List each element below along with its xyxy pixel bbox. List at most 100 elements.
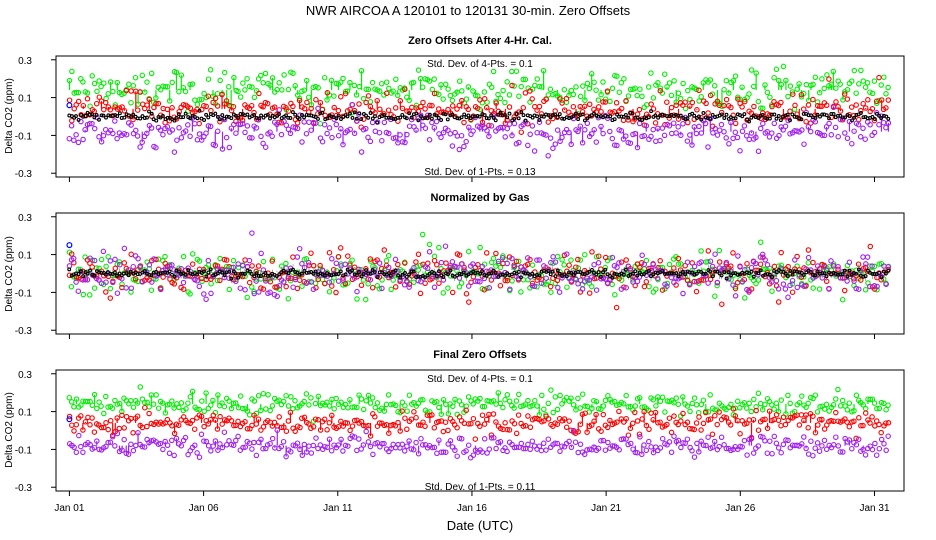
series-high-point	[742, 295, 748, 301]
series-ref-point	[147, 109, 151, 114]
series-mid-point	[447, 415, 454, 422]
series-low-point	[593, 139, 600, 145]
series-low-point	[121, 245, 128, 252]
series-low-point	[465, 442, 472, 448]
series-mid-point	[862, 105, 869, 111]
series-mid-point	[101, 106, 107, 113]
series-high-point	[116, 259, 123, 265]
series-low-point	[107, 258, 114, 264]
series-high-point	[367, 400, 374, 406]
series-low-point	[335, 442, 342, 448]
series-high-point	[548, 289, 554, 295]
series-mid-point	[255, 416, 262, 422]
series-mid-point	[735, 96, 741, 102]
series-mid-point	[420, 419, 426, 425]
series-high-point	[698, 401, 705, 408]
series-ref-point	[265, 112, 270, 117]
series-ref-point	[238, 271, 243, 276]
series-low-point	[680, 121, 686, 127]
series-ref-point	[680, 269, 685, 274]
series-low-point	[607, 128, 613, 135]
series-low-point	[303, 130, 310, 137]
series-high-point	[862, 84, 869, 90]
series-low-point	[292, 276, 299, 283]
series-mid-point	[246, 279, 253, 286]
series-low-point	[780, 441, 787, 448]
series-low-point	[540, 440, 547, 447]
series-high-point	[536, 83, 543, 90]
series-mid-point	[372, 414, 378, 420]
series-mid-point	[68, 251, 75, 257]
series-mid-point	[189, 261, 196, 267]
series-mid-point	[668, 104, 675, 111]
series-high-point	[851, 408, 857, 414]
series-high-point	[394, 92, 401, 99]
series-high-point	[664, 84, 670, 90]
series-mid-point	[296, 277, 303, 283]
series-low-point	[276, 283, 283, 289]
series-ref-point	[163, 270, 168, 275]
series-mid-point	[418, 103, 424, 110]
series-mid-point	[682, 99, 688, 105]
series-ref-point	[128, 269, 133, 274]
series-low-point	[342, 261, 348, 268]
series-low-point	[445, 127, 451, 133]
series-high-point	[84, 90, 91, 96]
series-low-point	[91, 125, 98, 132]
series-ref-point	[222, 116, 227, 121]
series-ref-point	[678, 271, 683, 276]
series-high-point	[128, 289, 134, 295]
series-low-point	[158, 286, 164, 293]
series-mid-point	[561, 416, 568, 422]
series-low-point	[862, 452, 869, 458]
series-low-point	[109, 433, 116, 440]
series-low-point	[637, 434, 643, 440]
series-ref-point	[603, 267, 608, 272]
series-low-point	[288, 448, 294, 455]
series-ref-point	[778, 118, 783, 123]
series-ref-point	[357, 270, 361, 274]
series-high-point	[94, 405, 100, 412]
series-ref-point	[404, 116, 409, 121]
series-low-point	[280, 438, 287, 445]
series-high-point	[613, 402, 620, 409]
series-low-point	[502, 134, 508, 140]
series-low-point	[458, 132, 465, 139]
series-mid-point	[119, 104, 125, 110]
series-low-point	[705, 434, 711, 440]
series-mid-point	[317, 262, 323, 269]
series-high-point	[860, 402, 866, 408]
series-low-point	[274, 121, 280, 128]
series-mid-point	[142, 404, 148, 411]
series-mid-point	[490, 411, 497, 417]
series-mid-point	[256, 90, 262, 97]
series-ref-point	[274, 274, 279, 279]
series-high-point	[169, 79, 175, 86]
series-high-point	[837, 403, 844, 409]
series-high-point	[675, 261, 682, 267]
series-high-point	[317, 120, 324, 127]
series-ref-point	[751, 274, 756, 279]
series-low-point	[87, 255, 93, 261]
series-high-point	[650, 95, 657, 101]
series-high-point	[360, 95, 367, 102]
series-high-point	[178, 400, 185, 406]
series-high-point	[675, 401, 682, 408]
series-high-point	[96, 399, 102, 405]
panel-1-stat-1pts: Std. Dev. of 1-Pts. = 0.13	[424, 167, 536, 178]
series-low-point	[182, 128, 189, 134]
series-ref-point	[195, 116, 200, 121]
series-high-point	[661, 71, 668, 77]
series-high-point	[420, 397, 426, 403]
series-ref-point	[126, 273, 131, 278]
series-ref-point	[124, 271, 129, 276]
series-low-point	[249, 135, 255, 141]
series-low-point	[564, 251, 570, 257]
series-high-point	[545, 400, 552, 407]
series-mid-point	[271, 104, 278, 110]
series-low-point	[281, 118, 287, 125]
series-low-point	[816, 448, 823, 454]
series-ref-point	[76, 117, 81, 122]
series-low-point	[347, 126, 353, 133]
panel-3-stat-1pts: Std. Dev. of 1-Pts. = 0.11	[425, 482, 536, 493]
